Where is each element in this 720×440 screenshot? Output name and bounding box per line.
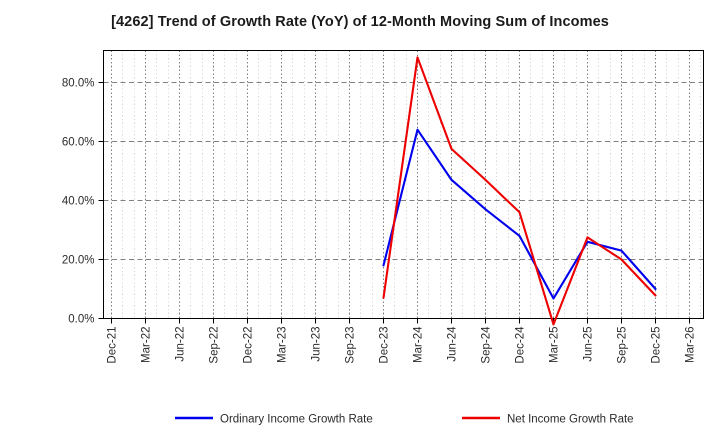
y-axis-tick-label: 60.0% <box>62 137 95 149</box>
plot-frame <box>102 49 705 320</box>
x-axis-tick-label: Jun-25 <box>583 327 595 362</box>
x-axis-tick-label: Mar-24 <box>413 326 425 363</box>
x-axis-tick-label: Dec-24 <box>515 326 527 364</box>
x-axis-tick-label: Dec-23 <box>379 327 391 364</box>
x-axis-tick-label: Dec-22 <box>243 327 255 364</box>
x-axis-labels: Dec-21 Mar-22 Jun-22 Sep-22 Dec-22 Mar-23 Jun-… <box>107 326 697 364</box>
x-axis-tick-label: Jun-23 <box>311 327 323 362</box>
x-axis-tick-label: Jun-24 <box>447 326 459 362</box>
series-line <box>382 128 657 300</box>
y-axis-tick-label: 0.0% <box>68 314 94 326</box>
y-axis-tick-label: 20.0% <box>62 255 95 267</box>
x-axis-tick-label: Dec-21 <box>107 327 119 364</box>
x-axis-tick-label: Sep-23 <box>345 327 357 364</box>
data-series <box>382 56 657 326</box>
x-axis-tick-label: Mar-26 <box>685 327 697 363</box>
x-axis-tick-label: Sep-22 <box>209 327 221 364</box>
legend-label: Net Income Growth Rate <box>507 414 634 426</box>
chart-title: [4262] Trend of Growth Rate (YoY) of 12-… <box>111 14 609 30</box>
x-axis-tick-label: Sep-24 <box>481 326 493 364</box>
y-axis-tick-label: 80.0% <box>62 78 95 90</box>
y-axis-tick-label: 40.0% <box>62 196 95 208</box>
minor-gridlines <box>122 50 702 319</box>
chart-legend: Ordinary Income Growth Rate Net Income Gr… <box>175 414 634 426</box>
series-line <box>382 56 657 326</box>
x-axis-tick-label: Dec-25 <box>651 327 663 364</box>
x-axis-tick-label: Jun-22 <box>175 327 187 362</box>
x-axis-tick-label: Mar-25 <box>549 327 561 363</box>
y-axis-labels: 0.0% 20.0% 40.0% 60.0% 80.0% <box>62 78 95 326</box>
x-axis-tick-label: Mar-23 <box>277 327 289 363</box>
legend-label: Ordinary Income Growth Rate <box>220 414 373 426</box>
x-axis-tick-label: Sep-25 <box>617 327 629 364</box>
x-axis-tick-label: Mar-22 <box>141 327 153 363</box>
axis-ticks <box>98 82 690 324</box>
